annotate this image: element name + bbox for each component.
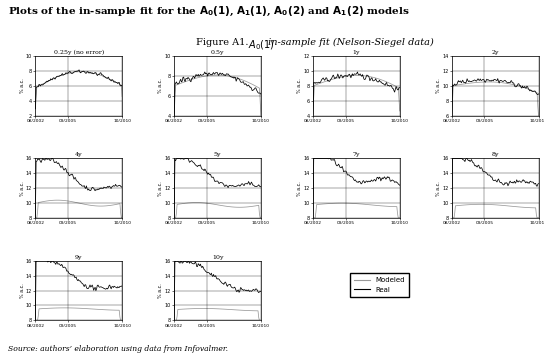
Y-axis label: % a.c.: % a.c. (158, 181, 163, 195)
Y-axis label: % a.c.: % a.c. (20, 283, 24, 298)
Title: 2y: 2y (491, 50, 499, 55)
Title: 0.25y (no error): 0.25y (no error) (54, 50, 104, 55)
Title: 7y: 7y (353, 152, 360, 157)
Y-axis label: % a.c.: % a.c. (158, 79, 163, 93)
Title: 8y: 8y (491, 152, 499, 157)
Y-axis label: % a.c.: % a.c. (20, 181, 24, 195)
Text: $A_0(1)$: $A_0(1)$ (248, 38, 274, 52)
Title: 9y: 9y (75, 255, 83, 260)
Y-axis label: % a.c.: % a.c. (436, 79, 441, 93)
Text: in-sample fit (Nelson-Siegel data): in-sample fit (Nelson-Siegel data) (265, 38, 434, 47)
Text: Plots of the in-sample fit for the $\mathbf{A_0(1)}$, $\mathbf{A_1(1)}$, $\mathb: Plots of the in-sample fit for the $\mat… (8, 5, 410, 18)
Y-axis label: % a.c.: % a.c. (297, 79, 302, 93)
Y-axis label: % a.c.: % a.c. (297, 181, 302, 195)
Title: 5y: 5y (214, 152, 221, 157)
Y-axis label: % a.c.: % a.c. (158, 283, 163, 298)
Title: 1y: 1y (353, 50, 360, 55)
Y-axis label: % a.c.: % a.c. (20, 79, 24, 93)
Title: 10y: 10y (212, 255, 223, 260)
Title: 0.5y: 0.5y (211, 50, 224, 55)
Title: 4y: 4y (75, 152, 83, 157)
Text: Figure A1.: Figure A1. (196, 38, 255, 47)
Text: Source: authors’ elaboration using data from Infovalmer.: Source: authors’ elaboration using data … (8, 345, 228, 353)
Y-axis label: % a.c.: % a.c. (436, 181, 441, 195)
Legend: Modeled, Real: Modeled, Real (350, 273, 409, 297)
